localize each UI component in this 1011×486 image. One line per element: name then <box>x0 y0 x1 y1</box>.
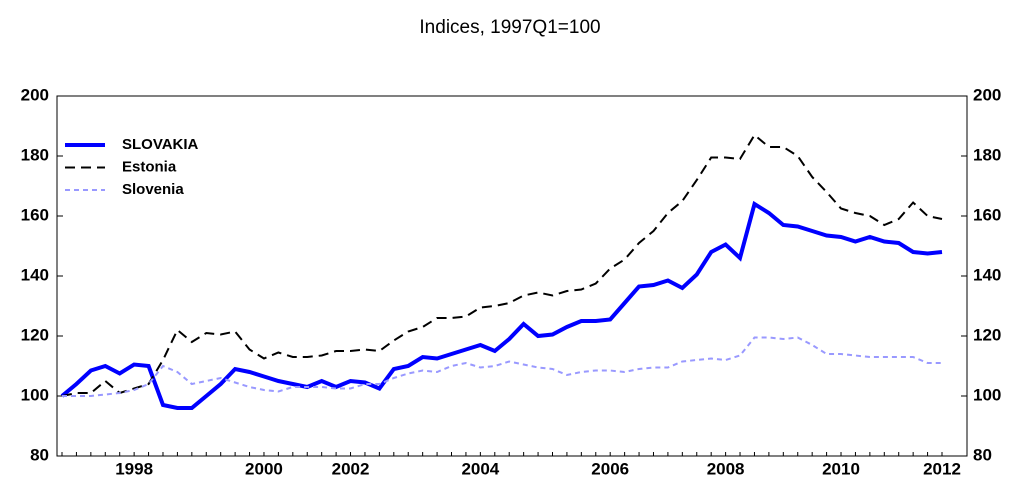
x-tick-label: 2012 <box>923 459 961 478</box>
chart-title: Indices, 1997Q1=100 <box>419 17 600 38</box>
y-tick-label: 200 <box>21 85 49 104</box>
y-tick-label: 120 <box>21 325 49 344</box>
line-series <box>61 133 943 397</box>
y2-tick-label: 100 <box>973 385 1001 404</box>
y-tick-label: 140 <box>21 265 49 284</box>
x-tick-label: 2006 <box>591 459 629 478</box>
y2-tick-label: 180 <box>973 145 1001 164</box>
y2-tick-label: 200 <box>973 85 1001 104</box>
y2-tick-label: 140 <box>973 265 1001 284</box>
line-series <box>60 200 943 410</box>
y-tick-label: 80 <box>30 445 49 464</box>
y2-tick-label: 120 <box>973 325 1001 344</box>
x-tick-label: 2008 <box>707 459 745 478</box>
x-tick-label: 2000 <box>245 459 283 478</box>
x-tick-label: 1998 <box>115 459 153 478</box>
y2-tick-label: 160 <box>973 205 1001 224</box>
y2-tick-label: 80 <box>973 445 992 464</box>
y-tick-label: 100 <box>21 385 49 404</box>
legend-label: SLOVAKIA <box>122 136 199 153</box>
line-series <box>62 336 942 397</box>
x-tick-label: 2004 <box>461 459 499 478</box>
legend-label: Slovenia <box>122 181 184 198</box>
y-tick-label: 160 <box>21 205 49 224</box>
x-tick-label: 2010 <box>822 459 860 478</box>
legend-label: Estonia <box>122 158 177 175</box>
x-tick-label: 2002 <box>332 459 370 478</box>
y-tick-label: 180 <box>21 145 49 164</box>
